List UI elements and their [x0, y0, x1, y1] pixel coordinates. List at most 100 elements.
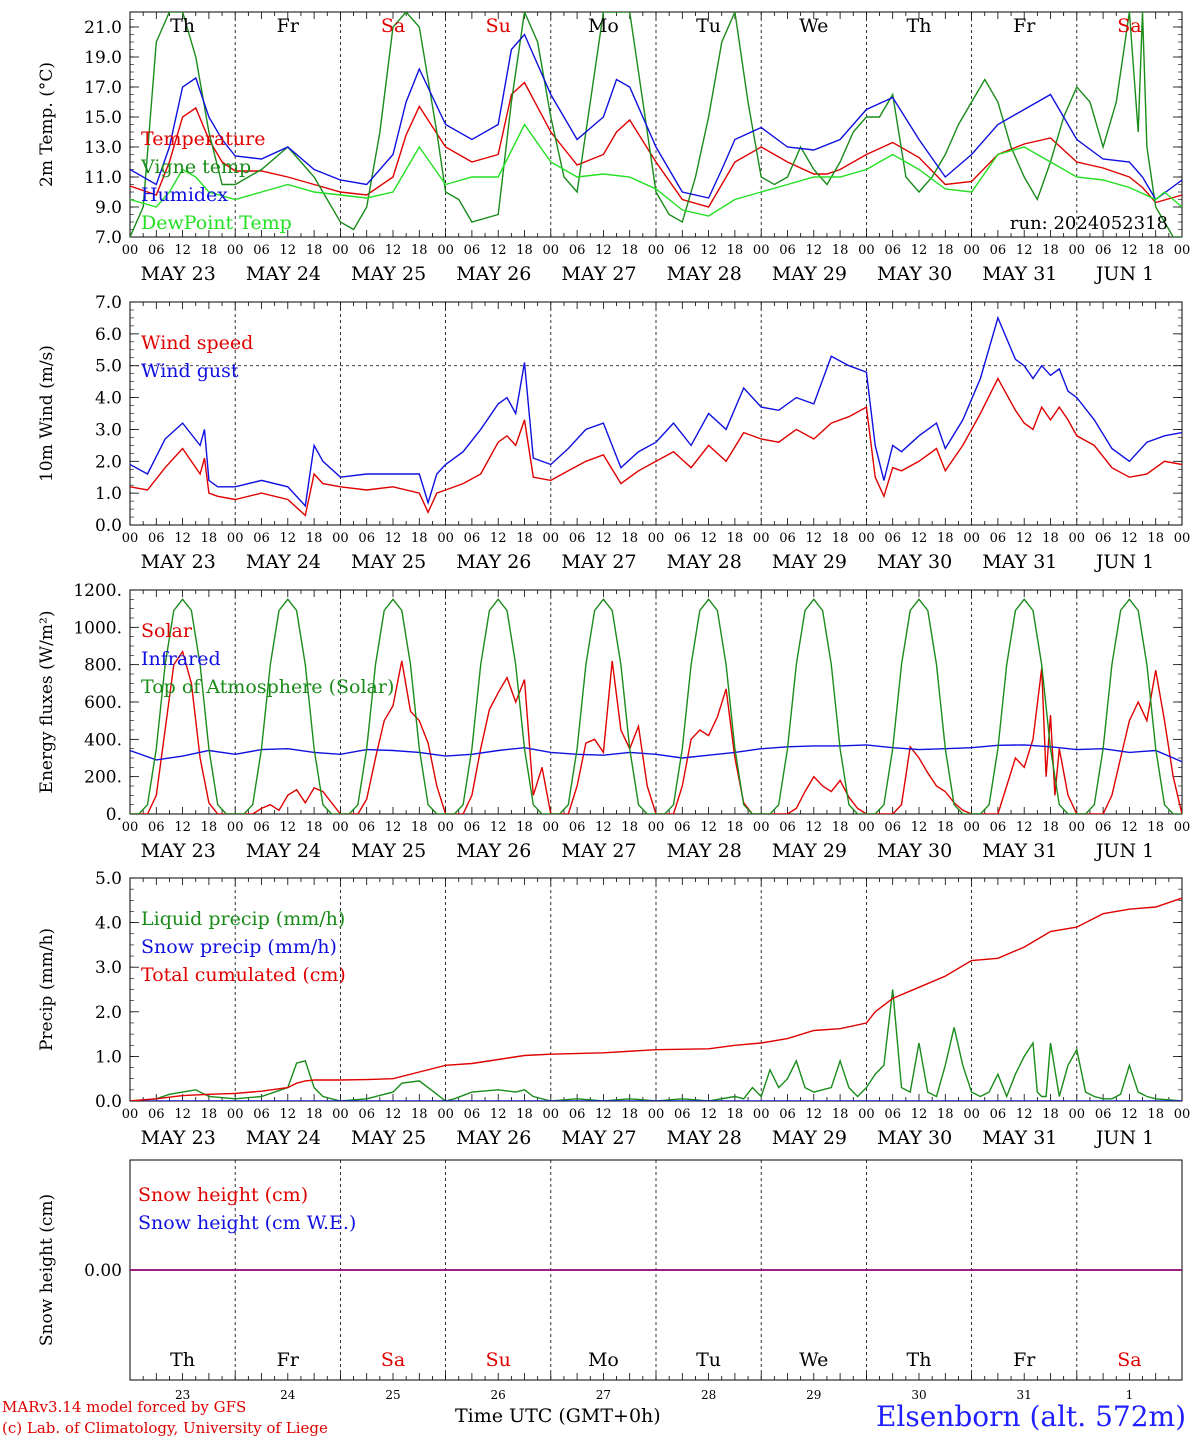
series-line	[130, 12, 1182, 237]
date-label: MAY 25	[351, 840, 426, 862]
date-label: MAY 31	[982, 551, 1057, 573]
date-label: JUN 1	[1094, 551, 1154, 573]
date-label: MAY 29	[772, 551, 847, 573]
day-number: 24	[280, 1388, 296, 1402]
panel-5: 0.00 Snow height (cm) Snow height (cm) Snow…	[37, 1159, 1183, 1402]
date-label: MAY 29	[772, 263, 847, 285]
x-tick-label: 18	[832, 243, 849, 258]
x-tick-label: 12	[1016, 820, 1033, 835]
y-tick-label: 1.0	[95, 484, 122, 504]
y-tick-label: 21.0	[84, 18, 122, 38]
date-label: MAY 31	[982, 1127, 1057, 1149]
series-line	[130, 315, 1182, 508]
x-tick-label: 06	[148, 531, 165, 546]
weekday-label: Fr	[1013, 1349, 1036, 1371]
date-label: MAY 24	[246, 1127, 321, 1149]
x-tick-label: 12	[174, 243, 191, 258]
x-tick-label: 18	[1147, 1107, 1164, 1122]
x-tick-label: 00	[437, 820, 454, 835]
y-tick-label: 0.0	[95, 1092, 122, 1112]
x-tick-label: 06	[884, 820, 901, 835]
y-tick-label: 5.0	[95, 357, 122, 377]
x-tick-label: 18	[621, 243, 638, 258]
y-tick-label: 13.0	[84, 138, 122, 158]
x-tick-label: 18	[727, 1107, 744, 1122]
y-tick-label: 17.0	[84, 78, 122, 98]
x-tick-label: 06	[990, 820, 1007, 835]
x-tick-label: 18	[516, 1107, 533, 1122]
x-tick-label: 18	[1042, 531, 1059, 546]
x-tick-label: 06	[884, 531, 901, 546]
day-number: 31	[1017, 1388, 1032, 1402]
x-tick-label: 18	[411, 1107, 428, 1122]
x-tick-label: 12	[1121, 820, 1138, 835]
date-label: MAY 26	[456, 840, 531, 862]
y-axis-label: 10m Wind (m/s)	[37, 345, 57, 482]
x-tick-label: 00	[543, 243, 560, 258]
weekday-label: Tu	[696, 1349, 721, 1371]
legend-entry: Top of Atmosphere (Solar)	[141, 676, 394, 698]
date-label: MAY 24	[246, 551, 321, 573]
weekday-label: Sa	[1117, 15, 1141, 37]
x-tick-label: 00	[1069, 531, 1086, 546]
x-tick-label: 06	[674, 243, 691, 258]
x-tick-label: 06	[990, 243, 1007, 258]
x-tick-label: 12	[595, 1107, 612, 1122]
plot-frame	[129, 11, 1183, 238]
series-line	[130, 123, 1182, 217]
x-tick-label: 18	[1042, 243, 1059, 258]
x-tick-label: 18	[411, 243, 428, 258]
day-number: 28	[701, 1388, 716, 1402]
date-label: MAY 24	[246, 263, 321, 285]
x-tick-label: 00	[858, 820, 875, 835]
x-tick-label: 06	[569, 1107, 586, 1122]
x-tick-label: 06	[674, 820, 691, 835]
weekday-label: We	[799, 1349, 828, 1371]
x-tick-label: 00	[437, 531, 454, 546]
x-tick-label: 00	[963, 1107, 980, 1122]
y-tick-label: 4.0	[95, 389, 122, 409]
x-tick-label: 06	[779, 1107, 796, 1122]
y-tick-label: 4.0	[95, 914, 122, 934]
date-label: MAY 30	[877, 551, 952, 573]
date-label: MAY 31	[982, 263, 1057, 285]
x-tick-label: 18	[832, 531, 849, 546]
date-label: MAY 25	[351, 551, 426, 573]
x-tick-label: 12	[911, 531, 928, 546]
x-tick-label: 12	[385, 243, 402, 258]
x-tick-label: 00	[227, 1107, 244, 1122]
x-tick-label: 06	[148, 1107, 165, 1122]
weekday-label: Th	[170, 1349, 195, 1371]
x-tick-label: 18	[516, 531, 533, 546]
y-tick-label: 600.	[84, 693, 122, 713]
x-tick-label: 12	[385, 531, 402, 546]
x-tick-label: 00	[122, 820, 139, 835]
x-tick-label: 06	[779, 531, 796, 546]
weekday-label: Su	[486, 15, 511, 37]
x-tick-label: 12	[700, 243, 717, 258]
x-tick-label: 00	[332, 243, 349, 258]
panel-2: 0.0 1.0 2.0 3.0 4.0 5.0 6.0 7.0 10m Wind (m/s) Wi…	[37, 293, 1190, 573]
x-tick-label: 06	[990, 531, 1007, 546]
date-label: MAY 25	[351, 1127, 426, 1149]
legend-entry: Total cumulated (cm)	[141, 964, 346, 986]
x-tick-label: 12	[385, 1107, 402, 1122]
run-annotation: run: 2024052318	[1010, 213, 1168, 234]
date-label: MAY 31	[982, 840, 1057, 862]
weekday-label: Th	[907, 1349, 932, 1371]
x-tick-label: 12	[385, 820, 402, 835]
x-tick-label: 18	[621, 820, 638, 835]
x-tick-label: 12	[174, 1107, 191, 1122]
y-tick-label: 400.	[84, 730, 122, 750]
x-tick-label: 18	[832, 820, 849, 835]
series-line	[130, 376, 1182, 517]
x-tick-label: 18	[411, 820, 428, 835]
x-tick-label: 06	[253, 820, 270, 835]
y-tick-label: 3.0	[95, 420, 122, 440]
x-tick-label: 00	[543, 531, 560, 546]
series-line	[130, 744, 1182, 763]
x-tick-label: 00	[648, 531, 665, 546]
weekday-label: Mo	[588, 1349, 619, 1371]
y-axis-label: 2m Temp. (°C)	[37, 62, 57, 187]
